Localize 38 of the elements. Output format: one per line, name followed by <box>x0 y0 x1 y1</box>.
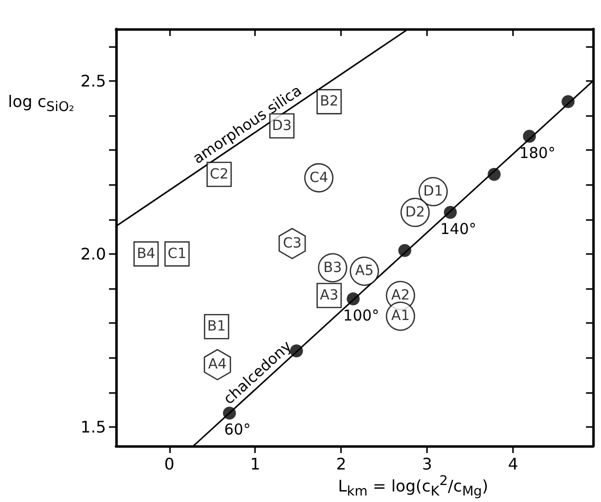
x-tick-label: 0 <box>164 454 174 474</box>
data-label: B3 <box>323 260 342 276</box>
x-tick-label: 2 <box>336 454 346 474</box>
point <box>522 130 536 143</box>
y-axis-title: log c$_{SiO₂}$ <box>8 92 74 116</box>
point <box>346 292 360 306</box>
data-label: C4 <box>309 170 328 186</box>
point <box>290 344 303 358</box>
data-label: C1 <box>168 246 186 262</box>
y-tick-label: 1.5 <box>80 417 106 436</box>
data-label: A1 <box>391 308 410 324</box>
annotation: 180° <box>519 144 556 162</box>
x-axis-title: L$_{km}$ = log(c$_{K}$$^{2}$/c$_{Mg}$) <box>338 474 488 500</box>
annotation: 140° <box>440 220 476 238</box>
data-label: A5 <box>355 263 374 280</box>
data-label: A2 <box>391 287 410 304</box>
annotation: 100° <box>343 306 380 324</box>
data-label: A3 <box>320 287 338 304</box>
x-tick-label: 1 <box>250 454 260 474</box>
data-label: C2 <box>210 166 228 182</box>
point <box>562 95 575 108</box>
data-label: C3 <box>282 236 302 252</box>
data-label: D3 <box>272 118 292 134</box>
data-label: B2 <box>320 94 338 110</box>
point <box>488 168 501 181</box>
y-tick-label: 2.0 <box>80 244 106 264</box>
y-tick-label: 2.5 <box>80 71 106 90</box>
x-tick-label: 4 <box>508 454 518 474</box>
x-tick-label: 3 <box>422 454 432 474</box>
point <box>398 244 412 257</box>
point <box>222 406 236 420</box>
data-label: B4 <box>136 246 156 262</box>
point <box>444 206 457 219</box>
annotation: 60° <box>224 420 251 439</box>
data-label: B1 <box>207 318 226 335</box>
data-label: D2 <box>405 204 425 220</box>
data-label: D1 <box>423 184 443 200</box>
data-label: A4 <box>208 356 227 373</box>
